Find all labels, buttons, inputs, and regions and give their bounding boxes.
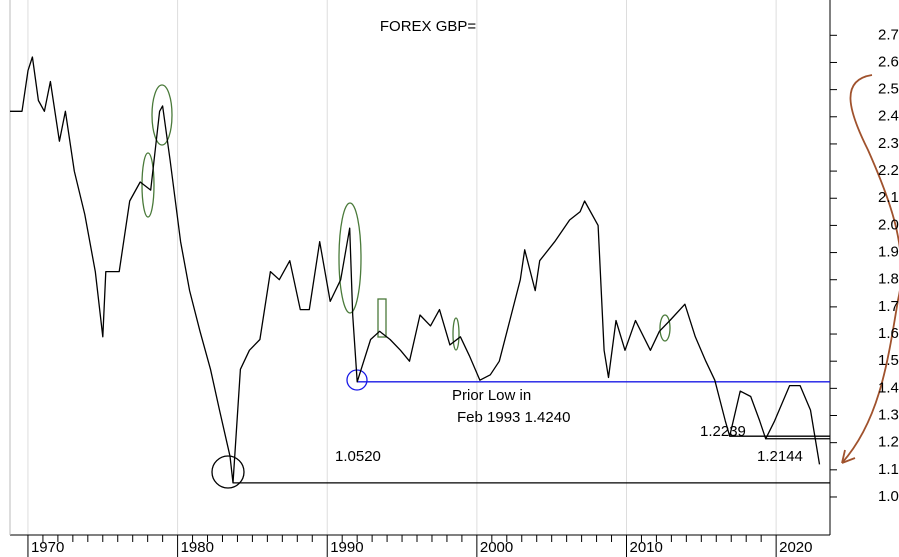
price-line [10,56,821,484]
annotation: Feb 1993 1.4240 [457,409,570,426]
arrow-head [841,449,856,464]
ellipse [659,314,671,342]
annotation: 1.2144 [757,448,803,465]
y-tick-label: 2.2 [878,162,899,179]
y-tick-label: 1.2 [878,434,899,451]
annotation: 1.2239 [700,423,746,440]
y-tick-label: 1.6 [878,325,899,342]
y-tick-label: 2.6 [878,53,899,70]
y-tick-label: 1.0 [878,488,899,505]
annotation: Prior Low in [452,387,531,404]
x-tick-label: 1970 [31,539,64,556]
x-tick-label: 1980 [181,539,214,556]
y-tick-label: 2.0 [878,216,899,233]
y-tick-label: 2.1 [878,189,899,206]
ellipse [141,152,155,218]
x-tick-label: 2020 [779,539,812,556]
chart-title: FOREX GBP= [380,18,477,35]
ellipse [452,317,460,351]
y-tick-label: 2.7 [878,26,899,43]
y-tick-label: 1.7 [878,298,899,315]
annotation: 1.0520 [335,448,381,465]
highlight-shapes [141,84,671,351]
y-tick-label: 2.4 [878,108,899,125]
y-tick-label: 1.8 [878,271,899,288]
y-tick-label: 2.3 [878,135,899,152]
y-tick-label: 2.5 [878,81,899,98]
y-tick-label: 1.3 [878,406,899,423]
ellipse [151,84,173,146]
x-tick-label: 1990 [330,539,363,556]
rectangle [377,298,387,338]
x-tick-label: 2000 [480,539,513,556]
y-tick-label: 1.4 [878,379,899,396]
ellipse [338,202,362,314]
arrow [841,74,899,464]
y-tick-label: 1.5 [878,352,899,369]
y-tick-label: 1.1 [878,461,899,478]
circle [211,455,245,489]
x-tick-label: 2010 [629,539,662,556]
y-tick-label: 1.9 [878,244,899,261]
